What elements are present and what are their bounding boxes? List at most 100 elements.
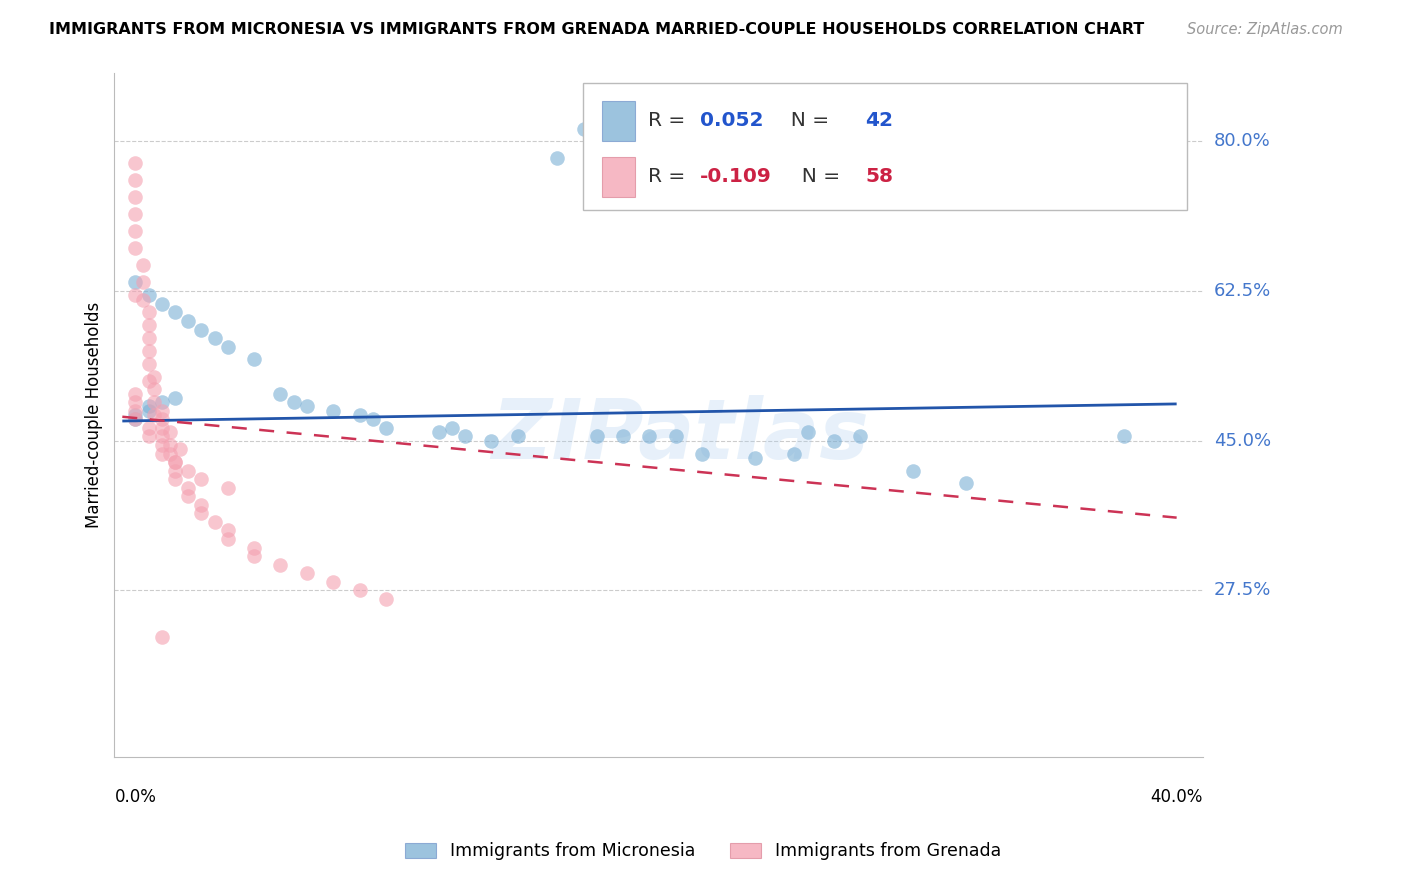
Point: [138, 318, 160, 333]
Bar: [602, 101, 634, 141]
Point: [177, 314, 200, 328]
Point: [546, 152, 568, 166]
Point: [138, 374, 160, 388]
Point: [612, 429, 634, 443]
Point: [796, 425, 818, 439]
Point: [150, 412, 173, 426]
Text: 45.0%: 45.0%: [1215, 432, 1271, 450]
Point: [243, 549, 266, 563]
Point: [159, 425, 181, 439]
Point: [217, 532, 239, 546]
Y-axis label: Married-couple Households: Married-couple Households: [86, 301, 103, 528]
Text: 0.052: 0.052: [700, 112, 763, 130]
Point: [138, 357, 160, 371]
Text: 42: 42: [866, 112, 894, 130]
Point: [159, 438, 181, 452]
Point: [849, 429, 872, 443]
Point: [150, 421, 173, 435]
Point: [150, 403, 173, 417]
Point: [217, 340, 239, 354]
Point: [142, 395, 165, 409]
Point: [744, 450, 766, 465]
Point: [190, 322, 212, 336]
Point: [163, 305, 186, 319]
Point: [269, 558, 291, 572]
Text: 0.0%: 0.0%: [114, 788, 156, 805]
Point: [177, 481, 200, 495]
Point: [572, 121, 595, 136]
Point: [783, 446, 806, 460]
Point: [138, 400, 160, 414]
Text: 27.5%: 27.5%: [1215, 582, 1271, 599]
Point: [295, 566, 318, 581]
Point: [124, 173, 146, 187]
Point: [506, 429, 529, 443]
Point: [150, 297, 173, 311]
Point: [138, 429, 160, 443]
Point: [427, 425, 450, 439]
Point: [124, 412, 146, 426]
Point: [217, 524, 239, 538]
Point: [169, 442, 191, 457]
Point: [823, 434, 845, 448]
Point: [132, 259, 155, 273]
Point: [955, 476, 977, 491]
Point: [142, 408, 165, 422]
Point: [269, 386, 291, 401]
Point: [177, 489, 200, 503]
Point: [138, 288, 160, 302]
Text: Source: ZipAtlas.com: Source: ZipAtlas.com: [1187, 22, 1343, 37]
Point: [159, 446, 181, 460]
Point: [150, 438, 173, 452]
Point: [479, 434, 502, 448]
Text: 80.0%: 80.0%: [1215, 132, 1271, 151]
Point: [440, 421, 463, 435]
Point: [132, 293, 155, 307]
Text: IMMIGRANTS FROM MICRONESIA VS IMMIGRANTS FROM GRENADA MARRIED-COUPLE HOUSEHOLDS : IMMIGRANTS FROM MICRONESIA VS IMMIGRANTS…: [49, 22, 1144, 37]
Point: [349, 408, 371, 422]
Point: [150, 446, 173, 460]
Point: [150, 631, 173, 645]
Text: 40.0%: 40.0%: [1150, 788, 1204, 805]
Point: [665, 429, 688, 443]
Text: 58: 58: [866, 168, 894, 186]
Text: N =: N =: [789, 168, 846, 186]
Point: [190, 507, 212, 521]
Bar: [582, 83, 1187, 210]
Point: [217, 481, 239, 495]
Point: [124, 386, 146, 401]
Point: [150, 429, 173, 443]
Point: [142, 383, 165, 397]
Text: R =: R =: [648, 168, 692, 186]
Point: [638, 429, 661, 443]
Point: [138, 421, 160, 435]
Point: [124, 403, 146, 417]
Point: [163, 455, 186, 469]
Point: [124, 224, 146, 238]
Point: [374, 421, 396, 435]
Point: [283, 395, 305, 409]
Point: [124, 241, 146, 255]
Point: [361, 412, 384, 426]
Point: [177, 464, 200, 478]
Point: [163, 391, 186, 405]
Point: [454, 429, 477, 443]
Text: ZIPatlas: ZIPatlas: [492, 395, 869, 476]
Point: [124, 408, 146, 422]
Point: [901, 464, 924, 478]
Point: [124, 276, 146, 290]
Point: [138, 305, 160, 319]
Point: [124, 395, 146, 409]
Point: [142, 369, 165, 384]
Point: [190, 498, 212, 512]
Point: [295, 400, 318, 414]
Point: [163, 464, 186, 478]
Point: [124, 207, 146, 221]
Point: [163, 455, 186, 469]
Point: [138, 331, 160, 345]
Text: R =: R =: [648, 112, 692, 130]
Point: [124, 288, 146, 302]
Point: [124, 155, 146, 169]
Legend: Immigrants from Micronesia, Immigrants from Grenada: Immigrants from Micronesia, Immigrants f…: [398, 836, 1008, 867]
Point: [138, 403, 160, 417]
